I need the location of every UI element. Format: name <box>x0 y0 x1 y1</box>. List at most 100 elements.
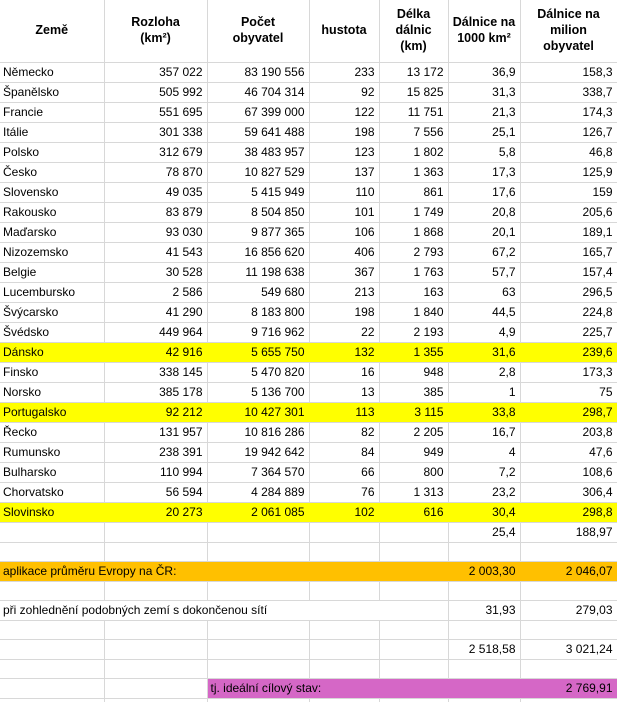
summary-label[interactable]: tj. ideální cílový stav: <box>206 677 521 699</box>
cell-rozloha[interactable]: 83 879 <box>103 201 208 223</box>
cell-empty[interactable] <box>378 541 449 562</box>
column-header-dalnice-na-1000-km2[interactable]: Dálnice na 1000 km² <box>447 0 521 63</box>
cell-delka-dalnic[interactable]: 1 749 <box>378 201 449 223</box>
cell-dalnice-na-1000-km2[interactable]: 67,2 <box>447 241 521 263</box>
cell-rozloha[interactable]: 238 391 <box>103 441 208 463</box>
cell-empty[interactable] <box>206 619 310 640</box>
summary-value-dalnice-na-1000-km2[interactable]: 2 518,58 <box>447 638 521 660</box>
cell-pocet-obyvatel[interactable]: 9 877 365 <box>206 221 310 243</box>
cell-dalnice-na-milion-obyvatel[interactable]: 47,6 <box>519 441 617 463</box>
cell-pocet-obyvatel[interactable]: 2 061 085 <box>206 501 310 523</box>
cell-rozloha[interactable]: 338 145 <box>103 361 208 383</box>
cell-rozloha[interactable]: 41 290 <box>103 301 208 323</box>
cell-pocet-obyvatel[interactable]: 5 655 750 <box>206 341 310 363</box>
cell-dalnice-na-1000-km2[interactable]: 7,2 <box>447 461 521 483</box>
cell-empty[interactable] <box>0 580 105 601</box>
cell-empty[interactable] <box>206 697 310 702</box>
cell-delka-dalnic[interactable]: 13 172 <box>378 61 449 83</box>
cell-dalnice-na-1000-km2[interactable]: 63 <box>447 281 521 303</box>
cell-empty[interactable] <box>206 658 310 679</box>
cell-delka-dalnic[interactable]: 385 <box>378 381 449 403</box>
cell-empty[interactable] <box>308 619 380 640</box>
cell-empty[interactable] <box>308 580 380 601</box>
cell-zeme[interactable]: Lucembursko <box>0 281 105 303</box>
cell-delka-dalnic[interactable]: 2 193 <box>378 321 449 343</box>
cell-empty[interactable] <box>103 521 208 543</box>
summary-value-dalnice-na-1000-km2[interactable]: 2 003,30 <box>447 560 521 582</box>
cell-hustota[interactable]: 123 <box>308 141 380 163</box>
cell-zeme[interactable]: Norsko <box>0 381 105 403</box>
cell-rozloha[interactable]: 505 992 <box>103 81 208 103</box>
cell-empty[interactable] <box>378 658 449 679</box>
cell-hustota[interactable]: 113 <box>308 401 380 423</box>
cell-pocet-obyvatel[interactable]: 5 470 820 <box>206 361 310 383</box>
cell-pocet-obyvatel[interactable]: 38 483 957 <box>206 141 310 163</box>
column-header-pocet-obyvatel[interactable]: Počet obyvatel <box>206 0 310 63</box>
cell-empty[interactable] <box>0 638 105 660</box>
cell-dalnice-na-1000-km2[interactable]: 33,8 <box>447 401 521 423</box>
cell-dalnice-na-milion-obyvatel[interactable]: 174,3 <box>519 101 617 123</box>
cell-rozloha[interactable]: 301 338 <box>103 121 208 143</box>
cell-zeme[interactable]: Itálie <box>0 121 105 143</box>
cell-empty[interactable] <box>519 619 617 640</box>
cell-hustota[interactable]: 213 <box>308 281 380 303</box>
cell-zeme[interactable]: Slovensko <box>0 181 105 203</box>
cell-empty[interactable] <box>378 521 449 543</box>
cell-delka-dalnic[interactable]: 861 <box>378 181 449 203</box>
cell-dalnice-na-milion-obyvatel[interactable]: 158,3 <box>519 61 617 83</box>
cell-rozloha[interactable]: 92 212 <box>103 401 208 423</box>
cell-empty[interactable] <box>308 638 380 660</box>
cell-zeme[interactable]: Švýcarsko <box>0 301 105 323</box>
cell-hustota[interactable]: 106 <box>308 221 380 243</box>
cell-pocet-obyvatel[interactable]: 9 716 962 <box>206 321 310 343</box>
column-header-dalnice-na-milion-obyvatel[interactable]: Dálnice na milion obyvatel <box>519 0 617 63</box>
cell-pocet-obyvatel[interactable]: 8 504 850 <box>206 201 310 223</box>
cell-pocet-obyvatel[interactable]: 67 399 000 <box>206 101 310 123</box>
cell-empty[interactable] <box>447 541 521 562</box>
cell-dalnice-na-milion-obyvatel[interactable]: 224,8 <box>519 301 617 323</box>
cell-zeme[interactable]: Německo <box>0 61 105 83</box>
cell-zeme[interactable]: Francie <box>0 101 105 123</box>
cell-empty[interactable] <box>519 658 617 679</box>
cell-delka-dalnic[interactable]: 948 <box>378 361 449 383</box>
cell-delka-dalnic[interactable]: 1 313 <box>378 481 449 503</box>
cell-delka-dalnic[interactable]: 2 793 <box>378 241 449 263</box>
cell-dalnice-na-1000-km2[interactable]: 44,5 <box>447 301 521 323</box>
cell-dalnice-na-1000-km2[interactable]: 31,3 <box>447 81 521 103</box>
summary-value-dalnice-na-milion-obyvatel[interactable]: 2 769,91 <box>519 677 617 699</box>
cell-pocet-obyvatel[interactable]: 5 415 949 <box>206 181 310 203</box>
cell-dalnice-na-milion-obyvatel[interactable]: 338,7 <box>519 81 617 103</box>
cell-empty[interactable] <box>447 619 521 640</box>
cell-pocet-obyvatel[interactable]: 5 136 700 <box>206 381 310 403</box>
cell-dalnice-na-1000-km2[interactable]: 1 <box>447 381 521 403</box>
cell-rozloha[interactable]: 110 994 <box>103 461 208 483</box>
cell-hustota[interactable]: 102 <box>308 501 380 523</box>
cell-hustota[interactable]: 84 <box>308 441 380 463</box>
cell-pocet-obyvatel[interactable]: 7 364 570 <box>206 461 310 483</box>
cell-dalnice-na-1000-km2[interactable]: 21,3 <box>447 101 521 123</box>
summary-value-dalnice-na-milion-obyvatel[interactable]: 188,97 <box>519 521 617 543</box>
cell-hustota[interactable]: 92 <box>308 81 380 103</box>
cell-dalnice-na-1000-km2[interactable]: 17,3 <box>447 161 521 183</box>
cell-zeme[interactable]: Španělsko <box>0 81 105 103</box>
cell-empty[interactable] <box>378 697 449 702</box>
cell-zeme[interactable]: Slovinsko <box>0 501 105 523</box>
cell-dalnice-na-1000-km2[interactable]: 20,8 <box>447 201 521 223</box>
cell-empty[interactable] <box>206 541 310 562</box>
cell-dalnice-na-milion-obyvatel[interactable]: 108,6 <box>519 461 617 483</box>
cell-empty[interactable] <box>378 638 449 660</box>
cell-hustota[interactable]: 22 <box>308 321 380 343</box>
cell-rozloha[interactable]: 551 695 <box>103 101 208 123</box>
column-header-rozloha[interactable]: Rozloha (km²) <box>103 0 208 63</box>
cell-hustota[interactable]: 76 <box>308 481 380 503</box>
cell-empty[interactable] <box>378 619 449 640</box>
cell-empty[interactable] <box>206 638 310 660</box>
cell-dalnice-na-milion-obyvatel[interactable]: 159 <box>519 181 617 203</box>
cell-rozloha[interactable]: 93 030 <box>103 221 208 243</box>
cell-dalnice-na-milion-obyvatel[interactable]: 46,8 <box>519 141 617 163</box>
cell-dalnice-na-1000-km2[interactable]: 30,4 <box>447 501 521 523</box>
cell-dalnice-na-milion-obyvatel[interactable]: 205,6 <box>519 201 617 223</box>
cell-dalnice-na-1000-km2[interactable]: 57,7 <box>447 261 521 283</box>
cell-zeme[interactable]: Polsko <box>0 141 105 163</box>
cell-rozloha[interactable]: 385 178 <box>103 381 208 403</box>
